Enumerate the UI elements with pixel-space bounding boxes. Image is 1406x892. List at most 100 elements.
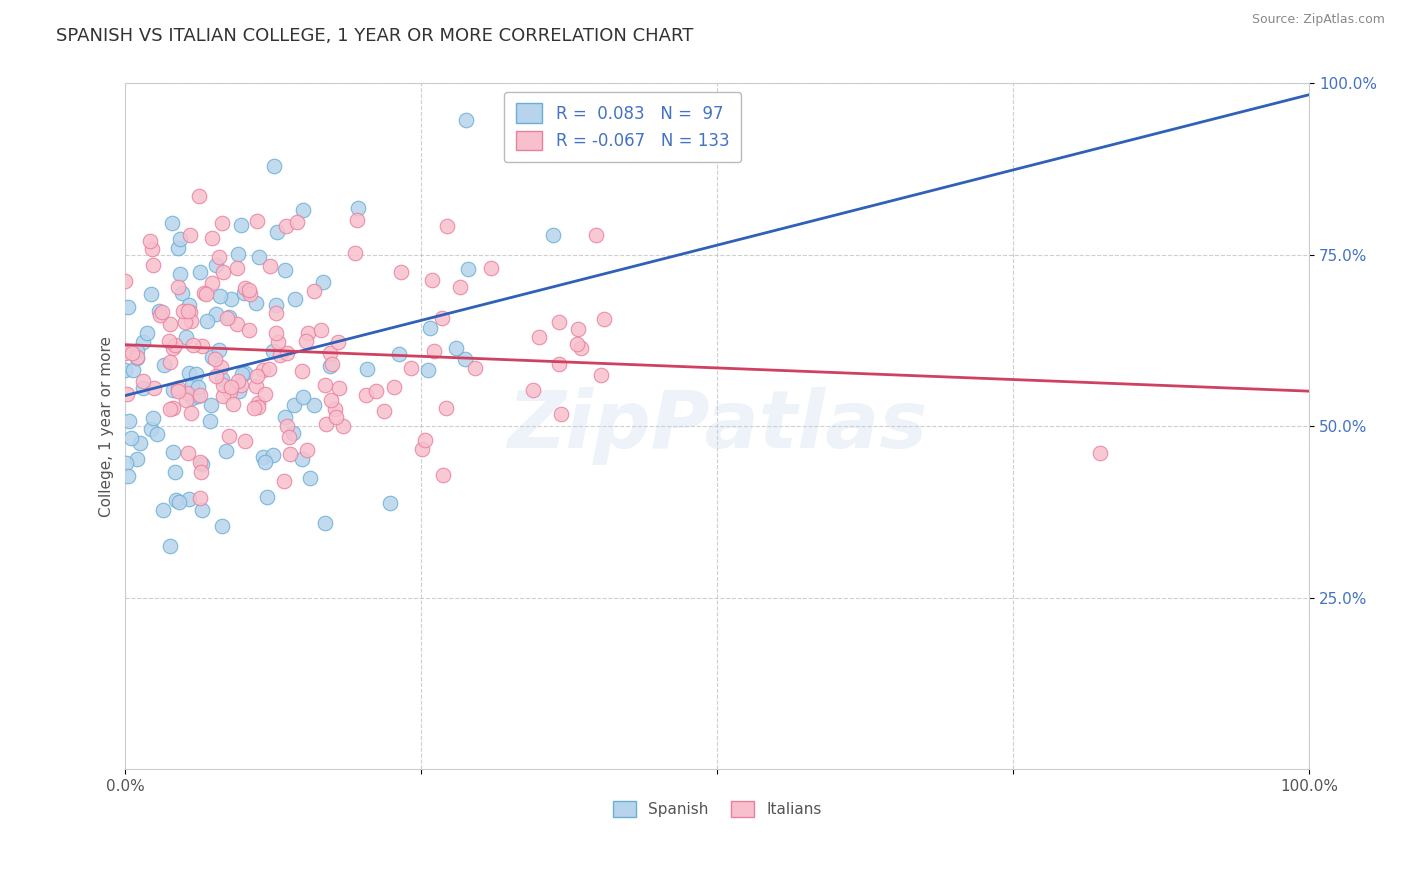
- Point: [188, 491, 211, 505]
- Point: [138, 234, 160, 248]
- Point: [238, 283, 260, 297]
- Point: [274, 219, 297, 233]
- Point: [449, 280, 471, 294]
- Point: [132, 334, 155, 349]
- Point: [343, 246, 366, 260]
- Point: [191, 339, 214, 353]
- Point: [129, 436, 152, 450]
- Point: [190, 466, 212, 480]
- Point: [162, 342, 184, 356]
- Point: [231, 218, 253, 232]
- Point: [219, 292, 242, 306]
- Point: [245, 378, 267, 392]
- Point: [481, 260, 503, 275]
- Point: [209, 289, 232, 303]
- Point: [152, 358, 174, 372]
- Point: [569, 342, 592, 356]
- Point: [132, 374, 155, 388]
- Point: [295, 442, 318, 457]
- Point: [267, 334, 290, 349]
- Point: [186, 367, 208, 381]
- Point: [211, 372, 233, 386]
- Point: [231, 378, 253, 392]
- Point: [228, 375, 250, 389]
- Point: [389, 265, 412, 279]
- Point: [565, 337, 588, 351]
- Point: [245, 295, 267, 310]
- Point: [432, 467, 454, 482]
- Point: [292, 202, 315, 217]
- Point: [276, 418, 298, 433]
- Point: [281, 426, 304, 441]
- Point: [172, 303, 194, 318]
- Point: [169, 232, 191, 246]
- Point: [174, 330, 197, 344]
- Point: [454, 351, 477, 366]
- Point: [550, 408, 572, 422]
- Point: [423, 344, 446, 359]
- Point: [167, 494, 190, 508]
- Point: [159, 355, 181, 369]
- Point: [120, 431, 142, 445]
- Point: [321, 357, 343, 371]
- Point: [209, 360, 232, 375]
- Point: [165, 492, 187, 507]
- Point: [325, 402, 347, 417]
- Point: [436, 219, 458, 233]
- Point: [176, 386, 198, 401]
- Point: [264, 306, 287, 320]
- Point: [115, 456, 138, 470]
- Point: [114, 274, 136, 288]
- Point: [413, 434, 436, 448]
- Point: [191, 502, 214, 516]
- Point: [591, 368, 613, 382]
- Point: [283, 398, 305, 412]
- Point: [131, 381, 153, 395]
- Point: [180, 314, 202, 328]
- Point: [195, 314, 218, 328]
- Point: [325, 409, 347, 424]
- Point: [205, 258, 228, 272]
- Point: [201, 350, 224, 364]
- Point: [162, 401, 184, 415]
- Point: [219, 385, 242, 400]
- Point: [285, 215, 308, 229]
- Point: [246, 395, 269, 409]
- Point: [190, 457, 212, 471]
- Point: [246, 401, 269, 415]
- Point: [314, 377, 336, 392]
- Point: [388, 347, 411, 361]
- Point: [254, 387, 277, 401]
- Point: [399, 360, 422, 375]
- Point: [378, 495, 401, 509]
- Point: [179, 298, 201, 312]
- Point: [319, 345, 342, 359]
- Point: [356, 388, 378, 402]
- Point: [547, 357, 569, 371]
- Point: [211, 265, 233, 279]
- Point: [180, 406, 202, 420]
- Point: [149, 308, 172, 322]
- Point: [420, 273, 443, 287]
- Point: [188, 265, 211, 279]
- Point: [159, 539, 181, 553]
- Point: [309, 323, 332, 337]
- Point: [177, 366, 200, 380]
- Point: [211, 378, 233, 392]
- Point: [179, 305, 201, 319]
- Point: [256, 490, 278, 504]
- Point: [266, 225, 288, 239]
- Point: [200, 398, 222, 412]
- Point: [264, 298, 287, 312]
- Point: [118, 414, 141, 428]
- Point: [232, 286, 254, 301]
- Point: [314, 516, 336, 530]
- Point: [277, 429, 299, 443]
- Point: [170, 286, 193, 301]
- Point: [145, 426, 167, 441]
- Point: [217, 311, 239, 326]
- Point: [315, 417, 337, 431]
- Text: SPANISH VS ITALIAN COLLEGE, 1 YEAR OR MORE CORRELATION CHART: SPANISH VS ITALIAN COLLEGE, 1 YEAR OR MO…: [56, 27, 693, 45]
- Point: [239, 286, 262, 301]
- Point: [177, 446, 200, 460]
